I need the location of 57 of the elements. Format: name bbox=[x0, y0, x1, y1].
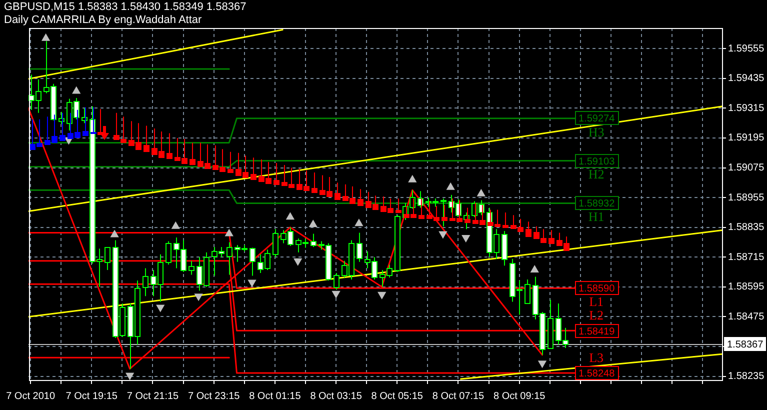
y-tick-label: 1.58835 bbox=[728, 222, 765, 234]
y-tick-label: 1.59195 bbox=[728, 132, 765, 144]
chart-title: GBPUSD,M15 1.58383 1.58430 1.58349 1.58367 bbox=[4, 1, 246, 14]
x-tick-label: 7 Oct 19:15 bbox=[66, 390, 118, 402]
point bbox=[446, 182, 455, 190]
point bbox=[462, 235, 470, 242]
data-label: 1.58932 bbox=[578, 198, 616, 210]
data-label: 1.59103 bbox=[578, 156, 616, 168]
x-tick-label: 8 Oct 01:15 bbox=[249, 390, 302, 402]
data-label: 1.59274 bbox=[578, 113, 616, 124]
data-label: 1.58590 bbox=[578, 283, 616, 294]
x-tick-label: 8 Oct 07:15 bbox=[432, 390, 485, 402]
point bbox=[72, 86, 80, 94]
chart-subtitle: Daily CAMARRILA By eng.Waddah Attar bbox=[4, 14, 202, 27]
point bbox=[156, 304, 164, 312]
ref-line-label: 1.58367 bbox=[727, 339, 764, 350]
data-label: 1.58248 bbox=[578, 368, 616, 380]
point bbox=[172, 222, 180, 229]
legend-label: L1 bbox=[589, 294, 604, 310]
point bbox=[408, 175, 416, 182]
legend-label: H3 bbox=[588, 124, 604, 140]
point bbox=[538, 360, 546, 368]
series-label: L2 bbox=[589, 308, 604, 323]
point bbox=[42, 34, 50, 41]
y-tick-label: 1.58595 bbox=[728, 282, 765, 293]
legend-label: L3 bbox=[589, 350, 604, 365]
point bbox=[530, 266, 539, 273]
point bbox=[110, 230, 119, 238]
point bbox=[225, 229, 234, 236]
x-tick-label: 8 Oct 05:15 bbox=[371, 390, 424, 402]
x-tick-label: 7 Oct 21:15 bbox=[126, 390, 180, 402]
y-tick-label: 1.58235 bbox=[728, 371, 765, 382]
y-tick-label: 1.59075 bbox=[728, 162, 765, 174]
y-tick-label: 1.59435 bbox=[728, 73, 765, 84]
y-tick-label: 1.59315 bbox=[728, 102, 765, 114]
x-tick-label: 7 Oct 2010 bbox=[6, 390, 56, 402]
point bbox=[354, 219, 363, 226]
y-tick-label: 1.58955 bbox=[728, 192, 765, 204]
point bbox=[309, 220, 318, 228]
point bbox=[477, 189, 486, 196]
x-tick-label: 8 Oct 09:15 bbox=[493, 390, 546, 402]
legend-label: H2 bbox=[588, 166, 604, 182]
point bbox=[438, 231, 447, 238]
point bbox=[248, 280, 256, 287]
data-label: 1.58419 bbox=[578, 326, 616, 338]
y-tick-label: 1.58475 bbox=[728, 311, 765, 322]
y-tick-label: 1.58715 bbox=[728, 252, 765, 263]
x-tick-label: 7 Oct 23:15 bbox=[188, 390, 240, 402]
x-tick-label: 8 Oct 03:15 bbox=[310, 390, 362, 402]
point bbox=[378, 292, 386, 299]
point bbox=[294, 258, 302, 266]
y-tick-label: 1.59555 bbox=[728, 43, 765, 54]
legend-label: H1 bbox=[588, 209, 604, 224]
point bbox=[194, 294, 203, 301]
point bbox=[332, 290, 340, 298]
point bbox=[286, 212, 294, 220]
point bbox=[126, 372, 134, 380]
